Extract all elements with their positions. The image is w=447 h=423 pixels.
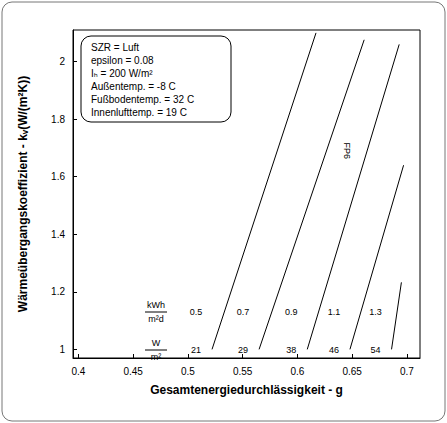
svg-text:SZR = Luft: SZR = Luft	[91, 42, 139, 53]
svg-text:Innenlufttemp. = 19 C: Innenlufttemp. = 19 C	[91, 107, 187, 118]
svg-text:epsilon = 0.08: epsilon = 0.08	[91, 55, 154, 66]
svg-text:0.7: 0.7	[400, 366, 414, 377]
svg-text:1.8: 1.8	[51, 114, 65, 125]
svg-text:1.6: 1.6	[51, 171, 65, 182]
svg-text:m²: m²	[151, 352, 162, 362]
svg-text:0.5: 0.5	[190, 307, 203, 317]
svg-text:0.9: 0.9	[285, 307, 298, 317]
svg-text:1.3: 1.3	[369, 307, 382, 317]
svg-text:38: 38	[286, 345, 296, 355]
svg-text:Wärmeübergangskoeffizient - kᵥ: Wärmeübergangskoeffizient - kᵥ(W/(m²K))	[16, 76, 30, 312]
svg-text:1: 1	[59, 344, 65, 355]
svg-text:21: 21	[191, 345, 201, 355]
svg-text:Außentemp. = -8 C: Außentemp. = -8 C	[91, 81, 176, 92]
svg-text:1.1: 1.1	[328, 307, 341, 317]
svg-text:Fußbodentemp. = 32 C: Fußbodentemp. = 32 C	[91, 94, 194, 105]
svg-text:0.45: 0.45	[123, 366, 143, 377]
svg-text:W: W	[152, 338, 161, 348]
svg-text:0.4: 0.4	[72, 366, 86, 377]
svg-text:46: 46	[329, 345, 339, 355]
svg-text:0.55: 0.55	[233, 366, 253, 377]
svg-text:FP6: FP6	[342, 143, 352, 160]
svg-text:29: 29	[238, 345, 248, 355]
svg-text:54: 54	[371, 345, 381, 355]
svg-text:2: 2	[59, 56, 65, 67]
svg-text:Gesamtenergiedurchlässigkeit -: Gesamtenergiedurchlässigkeit - g	[150, 383, 343, 397]
svg-text:0.6: 0.6	[290, 366, 304, 377]
svg-text:1.2: 1.2	[51, 286, 65, 297]
svg-text:Iₕ = 200 W/m²: Iₕ = 200 W/m²	[91, 68, 153, 79]
svg-text:1.4: 1.4	[51, 229, 65, 240]
svg-text:kWh: kWh	[147, 300, 165, 310]
svg-text:0.7: 0.7	[237, 307, 250, 317]
svg-text:0.5: 0.5	[181, 366, 195, 377]
svg-text:0.65: 0.65	[342, 366, 362, 377]
svg-text:m²d: m²d	[148, 314, 164, 324]
